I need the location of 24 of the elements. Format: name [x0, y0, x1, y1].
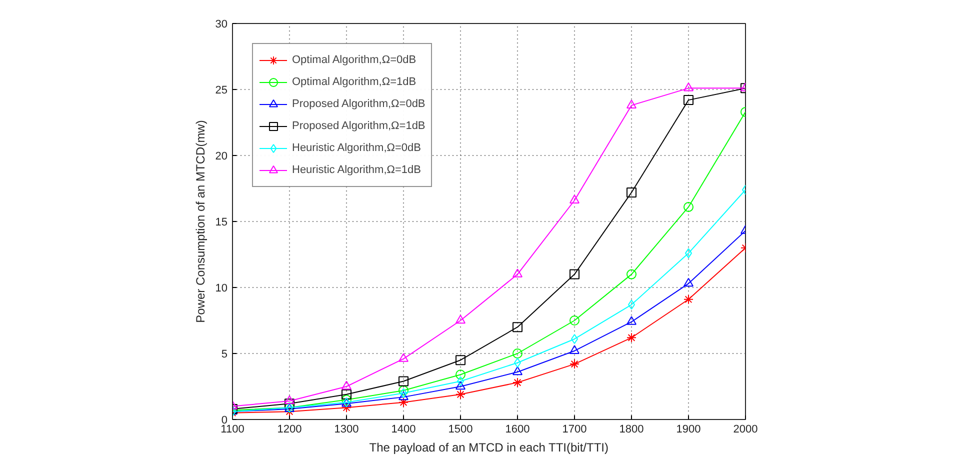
x-tick-label: 1400 — [391, 424, 416, 436]
x-tick-label: 1900 — [676, 424, 701, 436]
y-tick-label: 10 — [215, 282, 228, 294]
x-tick-label: 1200 — [277, 424, 302, 436]
legend-label: Heuristic Algorithm,Ω=1dB — [292, 164, 421, 176]
legend-label: Optimal Algorithm,Ω=1dB — [292, 76, 416, 88]
y-tick-label: 30 — [215, 18, 228, 30]
y-tick-label: 15 — [215, 216, 228, 228]
x-tick-label: 1800 — [619, 424, 644, 436]
y-tick-label: 5 — [221, 348, 228, 360]
x-tick-label: 1500 — [448, 424, 473, 436]
legend-label: Optimal Algorithm,Ω=0dB — [292, 54, 416, 66]
y-tick-label: 20 — [215, 150, 228, 162]
x-tick-label: 1100 — [220, 424, 244, 436]
x-tick-label: 2000 — [733, 424, 758, 436]
x-axis-title: The payload of an MTCD in each TTI(bit/TTI) — [369, 440, 608, 454]
x-tick-label: 1700 — [562, 424, 587, 436]
legend-label: Proposed Algorithm,Ω=0dB — [292, 98, 426, 110]
y-tick-label: 25 — [215, 84, 228, 96]
x-tick-label: 1300 — [334, 424, 359, 436]
y-axis-title: Power Consumption of an MTCD(mw) — [193, 120, 208, 323]
legend-label: Proposed Algorithm,Ω=1dB — [292, 120, 426, 132]
legend-label: Heuristic Algorithm,Ω=0dB — [292, 142, 421, 154]
x-tick-label: 1600 — [505, 424, 530, 436]
